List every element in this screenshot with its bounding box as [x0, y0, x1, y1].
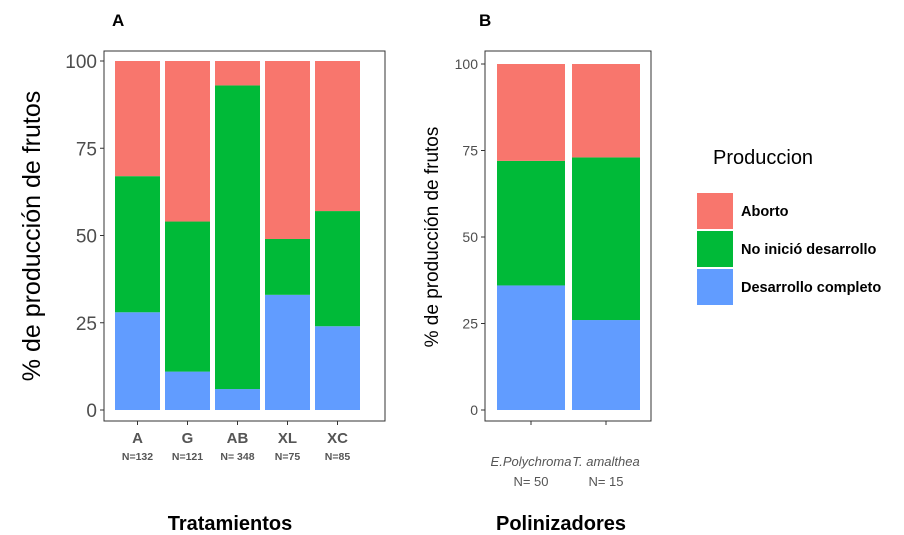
bar-a-ab-aborto	[215, 61, 260, 86]
bar-b-e-polychroma-desarrollo-completo	[497, 285, 565, 410]
panel-a: A 0 25 50 75 100 A N=132 G N=121 AB N= 348 XL N=75 X…	[18, 11, 386, 535]
y-tick-label-a-50: 50	[76, 227, 97, 248]
legend-swatch-aborto	[697, 193, 733, 229]
bar-a-ab-no-inici-desarrollo	[215, 85, 260, 390]
y-tick-label-b-100: 100	[455, 56, 479, 72]
bar-b-e-polychroma-aborto	[497, 64, 565, 161]
x-tick-label-a-a: A	[132, 430, 143, 447]
panel-b-y-axis: 0 25 50 75 100	[455, 56, 485, 418]
bar-a-xl-aborto	[265, 61, 310, 239]
legend-label-desarrollo-completo: Desarrollo completo	[741, 280, 881, 296]
x-tick-label-a-g: G	[182, 430, 194, 447]
bar-a-xl-no-inici-desarrollo	[265, 238, 310, 295]
y-tick-label-a-25: 25	[76, 314, 97, 335]
y-tick-label-b-0: 0	[470, 402, 478, 418]
y-tick-label-a-0: 0	[86, 401, 97, 422]
x-sublabel-b-e-polychroma: N= 50	[513, 474, 548, 489]
x-tick-label-a-xc: XC	[327, 430, 348, 447]
panel-b-frame	[484, 50, 652, 422]
bar-b-t-amalthea-aborto	[572, 64, 640, 158]
x-sublabel-b-t-amalthea: N= 15	[588, 474, 623, 489]
panel-a-y-axis: 0 25 50 75 100	[65, 52, 104, 422]
legend-label-no-inici-desarrollo: No inició desarrollo	[741, 242, 876, 258]
panel-a-bars	[115, 61, 360, 410]
bar-a-xc-no-inici-desarrollo	[315, 211, 360, 327]
x-tick-label-a-ab: AB	[227, 430, 249, 447]
x-tick-label-a-xl: XL	[278, 430, 297, 447]
panel-b-y-label: % de producción de frutos	[422, 127, 443, 348]
panel-b-letter: B	[479, 11, 491, 30]
legend-items: Aborto No inició desarrollo Desarrollo com…	[697, 193, 881, 305]
x-sublabel-a-ab: N= 348	[220, 451, 254, 463]
y-tick-label-a-100: 100	[65, 52, 97, 73]
x-sublabel-a-g: N=121	[172, 451, 203, 463]
legend-title: Produccion	[713, 147, 813, 169]
panel-a-x-axis: A N=132 G N=121 AB N= 348 XL N=75 XC N=85	[122, 421, 350, 463]
bar-a-xc-aborto	[315, 61, 360, 212]
y-tick-label-b-25: 25	[462, 316, 478, 332]
y-tick-label-b-75: 75	[462, 143, 478, 159]
y-tick-label-b-50: 50	[462, 229, 478, 245]
x-sublabel-a-a: N=132	[122, 451, 153, 463]
panel-a-x-title: Tratamientos	[168, 513, 292, 535]
panel-b-x-title: Polinizadores	[496, 513, 626, 535]
bar-a-ab-desarrollo-completo	[215, 389, 260, 410]
bar-b-e-polychroma-no-inici-desarrollo	[497, 160, 565, 286]
panel-a-y-label: % de producción de frutos	[18, 91, 46, 381]
panel-b-x-axis: E.Polychroma N= 50 T. amalthea N= 15	[491, 421, 640, 489]
legend-label-aborto: Aborto	[741, 204, 789, 220]
bar-a-g-aborto	[165, 61, 210, 222]
panel-b-bars	[497, 64, 640, 410]
x-tick-label-b-t-amalthea: T. amalthea	[572, 454, 639, 469]
x-sublabel-a-xc: N=85	[325, 451, 351, 463]
legend: Produccion Aborto No inició desarrollo Des…	[697, 147, 881, 305]
panel-a-letter: A	[112, 11, 124, 30]
legend-swatch-desarrollo-completo	[697, 269, 733, 305]
bar-a-g-desarrollo-completo	[165, 371, 210, 410]
bar-a-xc-desarrollo-completo	[315, 326, 360, 410]
y-tick-label-a-75: 75	[76, 139, 97, 160]
x-tick-label-b-e-polychroma: E.Polychroma	[491, 454, 572, 469]
bar-a-g-no-inici-desarrollo	[165, 221, 210, 372]
x-sublabel-a-xl: N=75	[275, 451, 301, 463]
bar-a-a-no-inici-desarrollo	[115, 176, 160, 313]
bar-b-t-amalthea-no-inici-desarrollo	[572, 157, 640, 321]
panel-b: B 0 25 50 75 100 E.Polychroma N= 50 T. amalthe…	[422, 11, 652, 535]
bar-a-a-desarrollo-completo	[115, 312, 160, 410]
bar-b-t-amalthea-desarrollo-completo	[572, 320, 640, 410]
legend-swatch-no-inici-desarrollo	[697, 231, 733, 267]
bar-a-xl-desarrollo-completo	[265, 294, 310, 410]
bar-a-a-aborto	[115, 61, 160, 177]
